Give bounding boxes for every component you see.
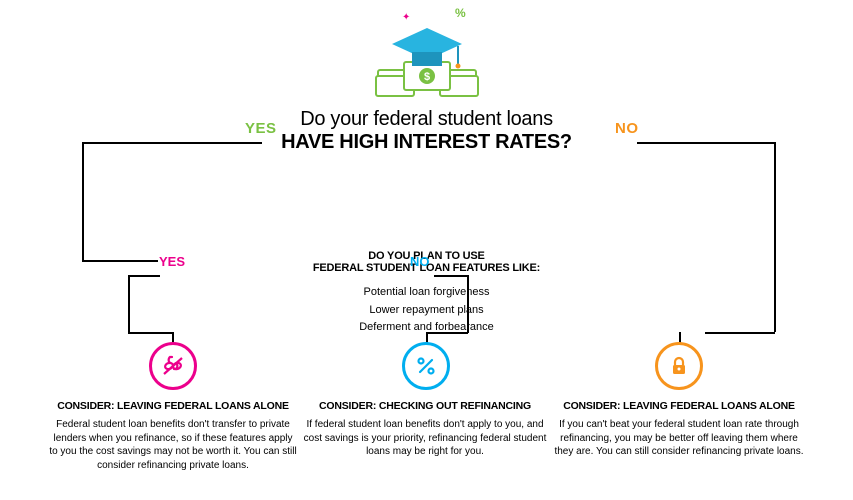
result-1-body: Federal student loan benefits don't tran… <box>48 418 298 472</box>
connector <box>434 275 468 277</box>
connector <box>705 332 775 334</box>
svg-text:$: $ <box>423 71 429 83</box>
connector <box>128 275 130 333</box>
question-2-item: Potential loan forgiveness <box>257 284 597 302</box>
connector <box>82 142 84 260</box>
result-3-title: CONSIDER: LEAVING FEDERAL LOANS ALONE <box>554 400 804 412</box>
result-1: CONSIDER: LEAVING FEDERAL LOANS ALONE Fe… <box>48 400 298 472</box>
lock-icon <box>655 342 703 390</box>
connector <box>128 332 172 334</box>
percent-icon <box>402 342 450 390</box>
q1-no-label: NO <box>615 120 639 137</box>
connector <box>128 275 160 277</box>
no-link-icon <box>149 342 197 390</box>
result-3: CONSIDER: LEAVING FEDERAL LOANS ALONE If… <box>554 400 804 459</box>
connector <box>82 142 262 144</box>
connector <box>467 275 469 333</box>
result-2: CONSIDER: CHECKING OUT REFINANCING If fe… <box>300 400 550 459</box>
hero-illustration: $ <box>372 18 482 98</box>
question-1: Do your federal student loans HAVE HIGH … <box>281 108 572 154</box>
q2-no-label: NO <box>410 254 430 269</box>
question-2-item: Lower repayment plans <box>257 302 597 320</box>
result-2-body: If federal student loan benefits don't a… <box>300 418 550 459</box>
result-3-body: If you can't beat your federal student l… <box>554 418 804 459</box>
flowchart-canvas: % ✦ $ Do your federal student l <box>0 0 853 500</box>
q2-yes-label: YES <box>159 254 185 269</box>
result-1-title: CONSIDER: LEAVING FEDERAL LOANS ALONE <box>48 400 298 412</box>
connector <box>82 260 158 262</box>
question-1-line1: Do your federal student loans <box>281 108 572 131</box>
question-1-line2: HAVE HIGH INTEREST RATES? <box>281 131 572 154</box>
connector <box>637 142 775 144</box>
result-2-title: CONSIDER: CHECKING OUT REFINANCING <box>300 400 550 412</box>
q1-yes-label: YES <box>245 120 277 137</box>
connector <box>774 142 776 332</box>
connector <box>427 332 468 334</box>
